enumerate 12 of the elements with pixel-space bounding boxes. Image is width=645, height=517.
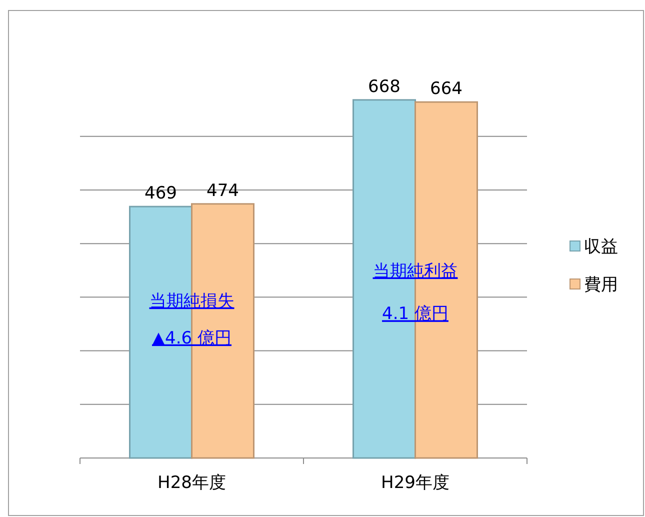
annotation: 4.1 億円 <box>382 304 448 324</box>
data-label: 668 <box>368 76 400 97</box>
annotation: ▲4.6 億円 <box>152 328 232 348</box>
data-label: 664 <box>430 79 462 100</box>
data-label: 469 <box>144 184 177 204</box>
legend-label: 収益 <box>584 236 618 257</box>
legend-label: 費用 <box>584 274 618 295</box>
data-label: 474 <box>206 180 239 201</box>
annotation: 当期純損失 <box>149 291 234 312</box>
annotation: 当期純利益 <box>372 261 458 282</box>
x-tick-label: H29年度 <box>381 473 450 493</box>
x-tick-label: H28年度 <box>158 473 226 493</box>
